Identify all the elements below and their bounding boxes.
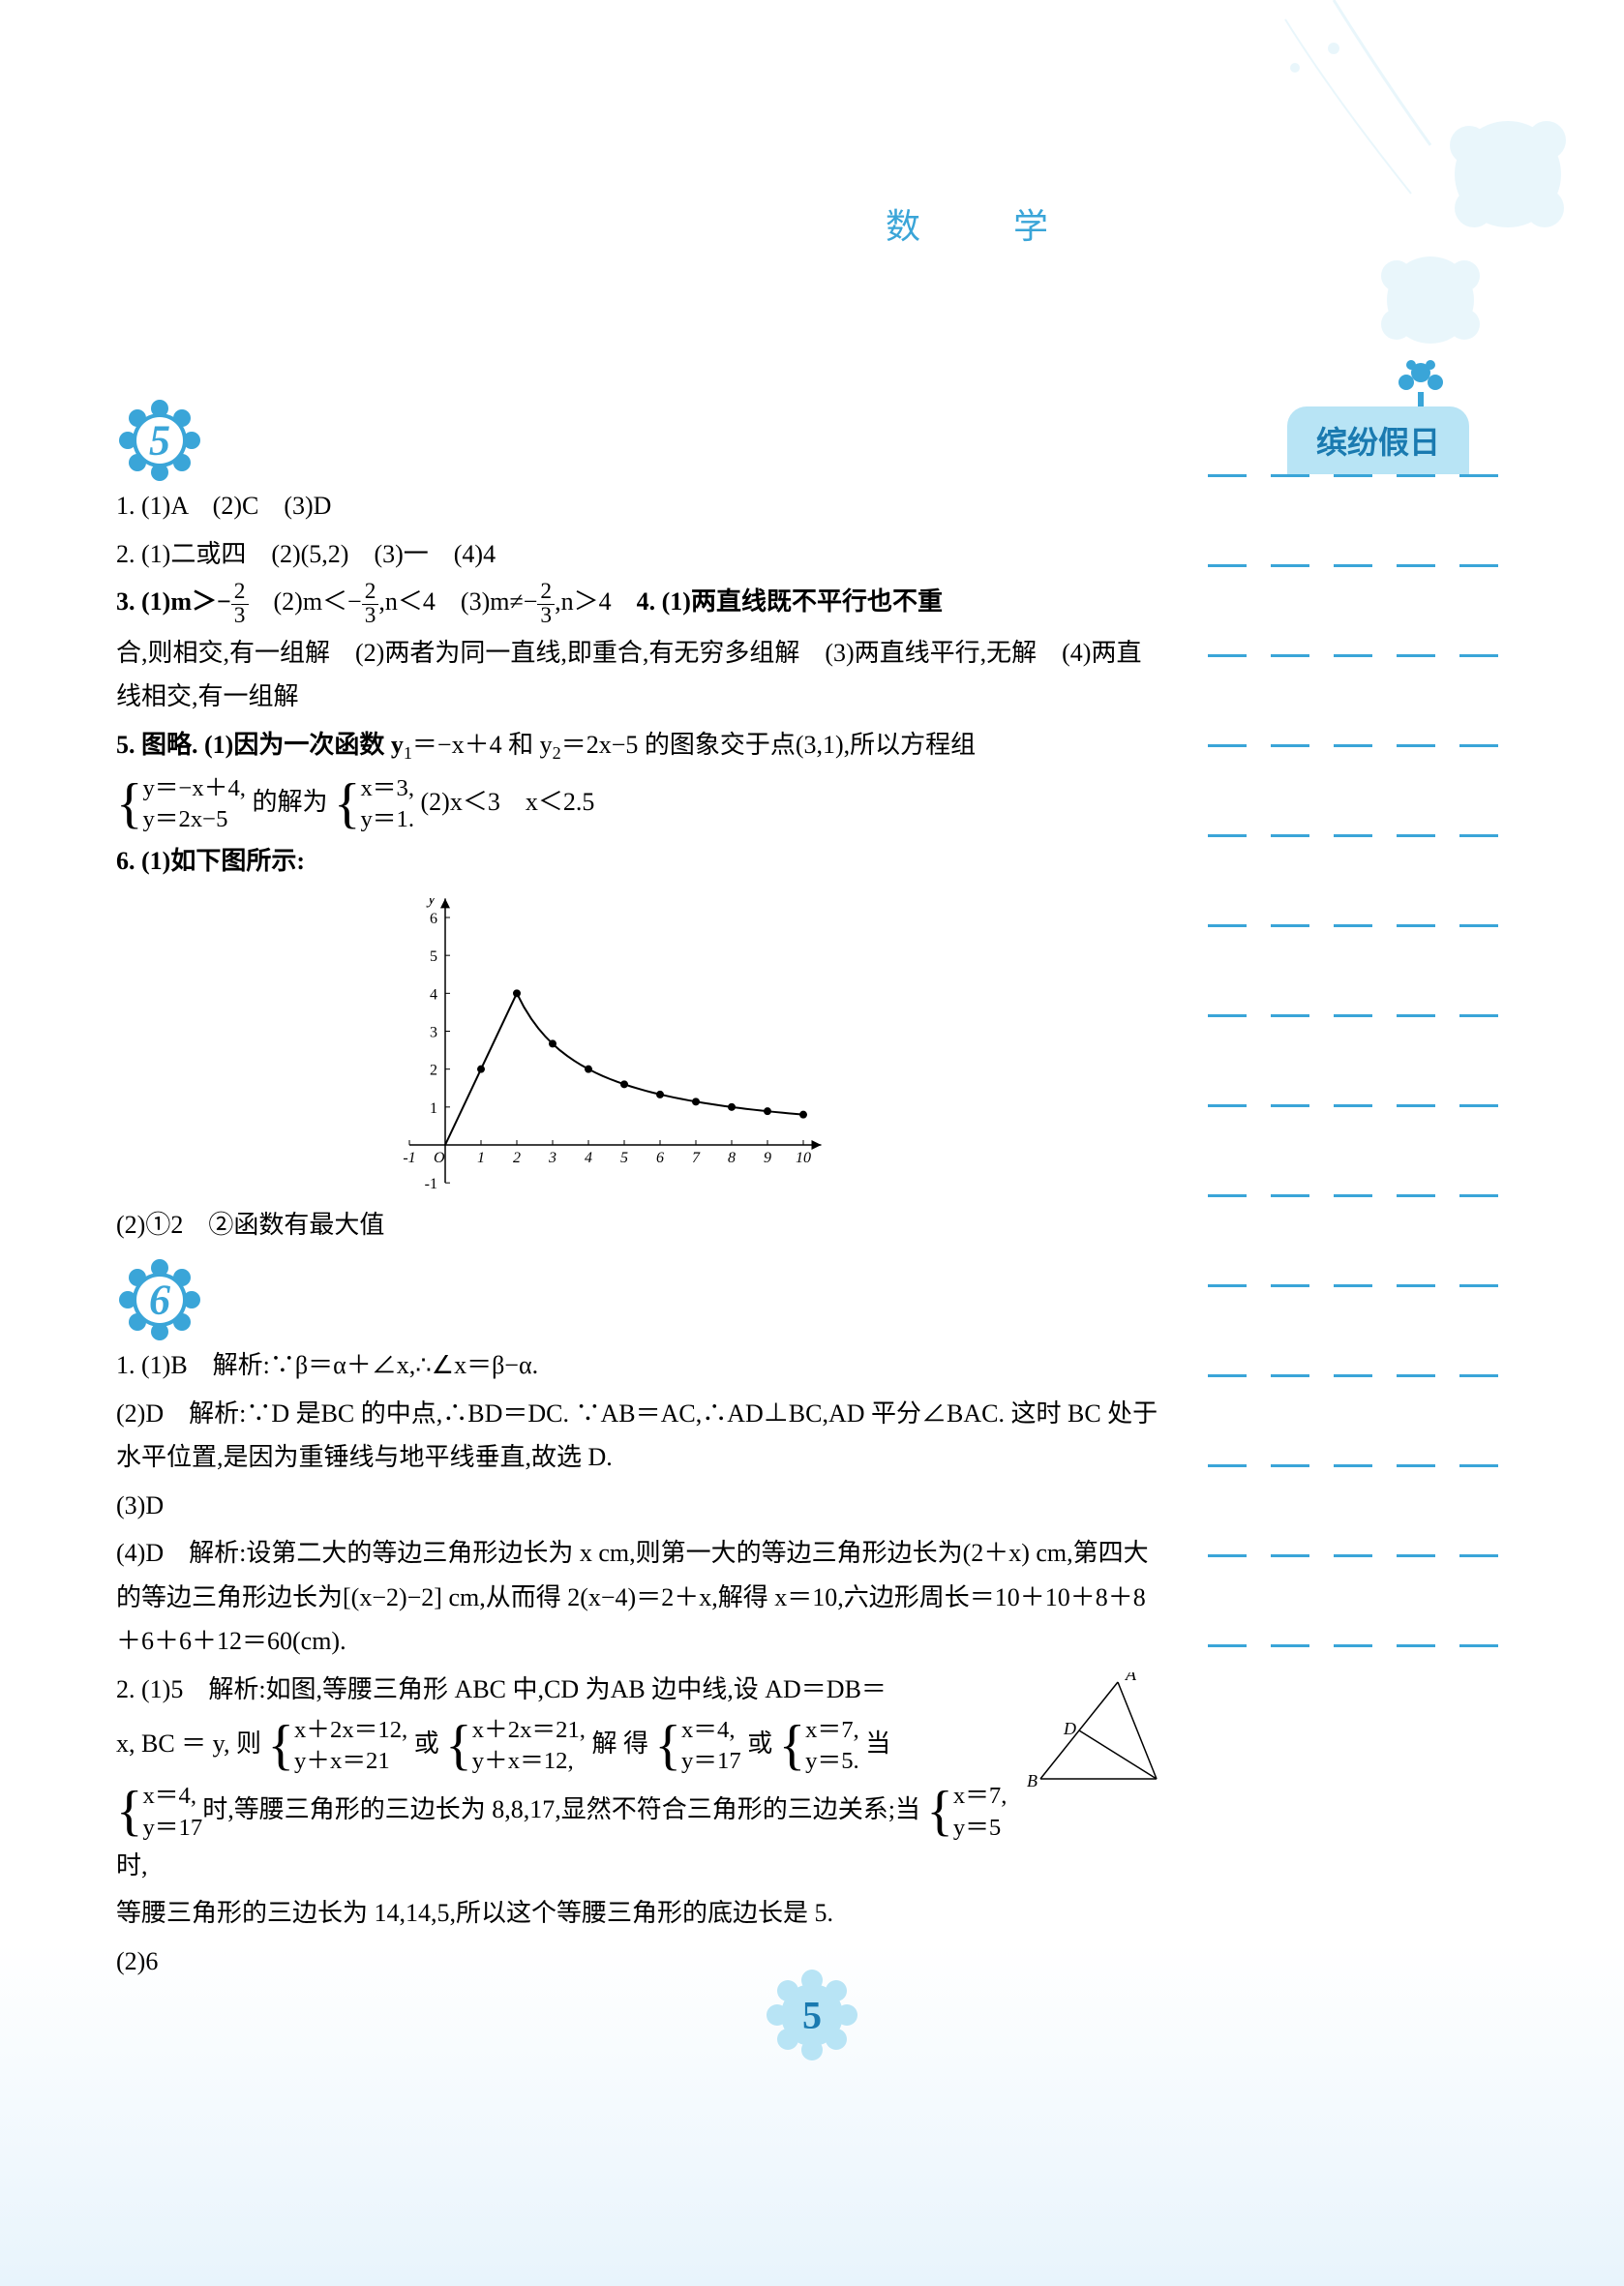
svg-text:-1: -1 xyxy=(403,1150,415,1166)
s5-q4-cont: 合,则相交,有一组解 (2)两者为同一直线,即重合,有无穷多组解 (3)两直线平… xyxy=(116,631,1161,719)
svg-text:B: B xyxy=(1027,1771,1038,1789)
triangle-figure: ABCD xyxy=(1026,1672,1161,1789)
s6-q2-1a: 2. (1)5 解析:如图,等腰三角形 ABC 中,CD 为AB 边中线,设 A… xyxy=(116,1668,1161,1712)
s6-q2-line3: 等腰三角形的三边长为 14,14,5,所以这个等腰三角形的底边长是 5. xyxy=(116,1891,1161,1936)
holiday-badge: 缤纷假日 xyxy=(1287,406,1469,474)
s6-q2-sys: x, BC ＝ y, 则 {x＋2x＝12,y＋x＝21 或 {x＋2x＝21,… xyxy=(116,1715,1161,1777)
section-number: 5 xyxy=(149,404,170,478)
svg-text:6: 6 xyxy=(430,911,437,927)
main-content: 5 1. (1)A (2)C (3)D 2. (1)二或四 (2)(5,2) (… xyxy=(116,397,1161,1987)
svg-text:4: 4 xyxy=(430,986,437,1003)
page-subject-title: 数 学 xyxy=(886,198,1077,249)
svg-text:2: 2 xyxy=(430,1062,437,1078)
svg-text:7: 7 xyxy=(692,1150,701,1166)
s5-q6-2: (2)①2 ②函数有最大值 xyxy=(116,1203,1161,1248)
section-5-badge: 5 xyxy=(116,397,203,484)
svg-text:y: y xyxy=(426,898,436,907)
s5-q1: 1. (1)A (2)C (3)D xyxy=(116,484,1161,528)
s6-q1-1: 1. (1)B 解析:∵β＝α＋∠x,∴∠x＝β−α. xyxy=(116,1343,1161,1388)
svg-text:10: 10 xyxy=(796,1150,811,1166)
s6-q1-3: (3)D xyxy=(116,1484,1161,1528)
svg-text:A: A xyxy=(1125,1672,1137,1684)
svg-text:4: 4 xyxy=(585,1150,592,1166)
svg-text:8: 8 xyxy=(728,1150,736,1166)
svg-text:9: 9 xyxy=(764,1150,771,1166)
svg-text:O: O xyxy=(434,1150,445,1166)
s5-q5-sys: {y＝−x＋4,y＝2x−5 的解为 {x＝3,y＝1. (2)x＜3 x＜2.… xyxy=(116,773,1161,835)
svg-text:1: 1 xyxy=(430,1100,437,1117)
s6-q1-4: (4)D 解析:设第二大的等边三角形边长为 x cm,则第一大的等边三角形边长为… xyxy=(116,1531,1161,1664)
s6-q1-2: (2)D 解析:∵D 是BC 的中点,∴BD＝DC. ∵AB＝AC,∴AD⊥BC… xyxy=(116,1392,1161,1480)
function-chart: -112345678910-1123456Oxy xyxy=(387,898,823,1188)
svg-text:-1: -1 xyxy=(425,1176,437,1188)
margin-dashes xyxy=(1208,474,1518,1734)
corner-decoration xyxy=(1140,0,1624,387)
s5-q6-1: 6. (1)如下图所示: xyxy=(116,839,1161,884)
svg-text:6: 6 xyxy=(656,1150,664,1166)
svg-text:5: 5 xyxy=(620,1150,628,1166)
s5-q5: 5. 图略. (1)因为一次函数 y1＝−x＋4 和 y2＝2x−5 的图象交于… xyxy=(116,723,1161,769)
s5-q3: 3. (1)m＞−23 (2)m＜−23,n＜4 (3)m≠−23,n＞4 4.… xyxy=(116,580,1161,627)
page-number: 5 xyxy=(802,1993,822,2038)
section-number: 6 xyxy=(149,1263,170,1338)
section-6-badge: 6 xyxy=(116,1256,203,1343)
s6-q2-sys2: {x＝4,y＝17时,等腰三角形的三边长为 8,8,17,显然不符合三角形的三边… xyxy=(116,1781,1161,1887)
svg-text:1: 1 xyxy=(477,1150,485,1166)
svg-text:3: 3 xyxy=(548,1150,556,1166)
page-number-badge: 5 xyxy=(764,1967,860,2063)
svg-text:5: 5 xyxy=(430,948,437,965)
s6-q2-block: ABCD 2. (1)5 解析:如图,等腰三角形 ABC 中,CD 为AB 边中… xyxy=(116,1668,1161,1983)
svg-text:3: 3 xyxy=(430,1024,437,1040)
s5-q2: 2. (1)二或四 (2)(5,2) (3)一 (4)4 xyxy=(116,532,1161,577)
s6-q2-2: (2)6 xyxy=(116,1940,1161,1984)
svg-text:D: D xyxy=(1063,1719,1076,1738)
svg-text:2: 2 xyxy=(513,1150,521,1166)
